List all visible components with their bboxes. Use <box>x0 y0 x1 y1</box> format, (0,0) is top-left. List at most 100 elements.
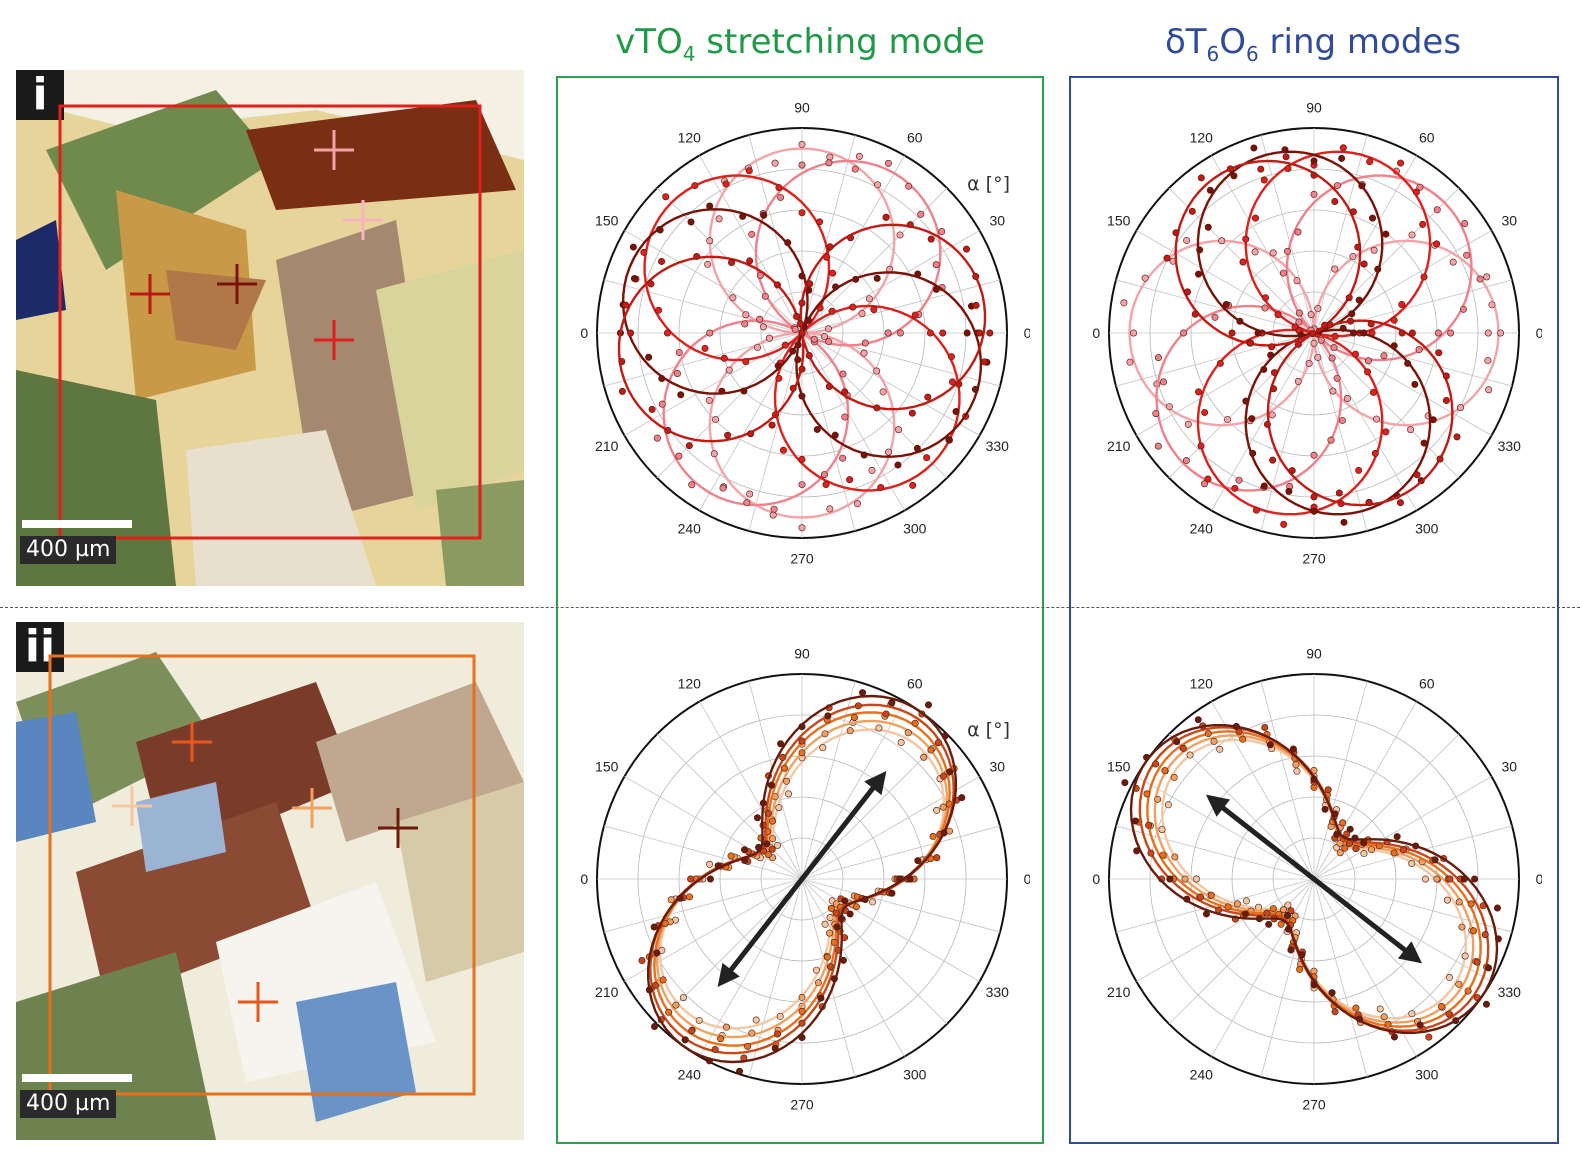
series-data-point <box>1152 760 1160 768</box>
series-data-point <box>1327 436 1335 444</box>
scale-bar <box>22 520 132 528</box>
series-data-point <box>913 444 921 452</box>
series-data-point <box>1346 839 1354 847</box>
series-data-point <box>1425 1033 1433 1041</box>
series-data-point <box>1293 767 1301 775</box>
series-data-point <box>1456 404 1464 412</box>
series-data-point <box>1247 339 1255 347</box>
series-data-point <box>825 383 833 391</box>
series-data-point <box>897 739 905 747</box>
series-data-point <box>1360 329 1368 337</box>
series-data-point <box>775 184 783 192</box>
series-data-point <box>1192 875 1200 883</box>
title-text: vTO <box>615 22 683 62</box>
angle-tick-label: 120 <box>1190 130 1214 146</box>
micrograph-i: i 400 µm <box>16 70 524 586</box>
angular-grid-spoke <box>1168 733 1315 880</box>
angle-tick-label: 150 <box>595 212 619 228</box>
series-data-point <box>1464 987 1472 995</box>
series-data-point <box>854 702 862 710</box>
series-data-point <box>1314 305 1322 313</box>
series-data-point <box>1416 1021 1424 1029</box>
series-data-point <box>846 476 854 484</box>
series-data-point <box>924 701 932 709</box>
series-data-point <box>839 956 847 964</box>
series-data-point <box>1433 206 1441 214</box>
series-data-point <box>1251 214 1259 222</box>
series-data-point <box>1314 353 1322 361</box>
series-data-point <box>769 511 777 519</box>
region-rectangle <box>48 654 476 1096</box>
series-data-point <box>1260 482 1268 490</box>
series-data-point <box>1397 159 1405 167</box>
series-data-point <box>648 405 656 413</box>
series-data-point <box>681 1036 689 1044</box>
series-data-point <box>1339 819 1347 827</box>
series-data-point <box>1183 288 1191 296</box>
series-data-point <box>775 374 783 382</box>
panel-label: ii <box>16 622 64 672</box>
series-data-point <box>861 896 869 904</box>
series-data-point <box>1497 329 1505 337</box>
series-data-point <box>963 329 971 337</box>
series-data-point <box>1196 246 1204 254</box>
series-data-point <box>879 388 887 396</box>
series-data-point <box>909 481 917 489</box>
angular-grid-spoke <box>1211 332 1315 511</box>
series-data-point <box>875 724 883 732</box>
series-data-point <box>1390 849 1398 857</box>
series-data-point <box>980 358 988 366</box>
series-data-point <box>946 768 954 776</box>
series-data-point <box>746 490 754 498</box>
angular-grid-spoke <box>1115 825 1315 880</box>
series-data-point <box>695 1016 703 1024</box>
series-data-point <box>655 306 663 314</box>
series-data-point <box>1296 965 1304 973</box>
series-data-point <box>1239 258 1247 266</box>
series-data-point <box>1458 923 1466 931</box>
series-data-point <box>963 245 971 253</box>
series-data-point <box>1373 415 1381 423</box>
series-data-point <box>705 1057 713 1065</box>
series-data-point <box>759 323 767 331</box>
region-rectangle <box>58 104 482 540</box>
angle-tick-label: 300 <box>1415 520 1439 536</box>
series-data-point <box>1294 377 1302 385</box>
angle-tick-label: 120 <box>678 676 702 692</box>
angular-grid-spoke <box>801 878 980 982</box>
series-data-point <box>723 1023 731 1031</box>
series-data-point <box>717 1035 725 1043</box>
series-data-point <box>911 311 919 319</box>
series-data-point <box>955 380 963 388</box>
series-data-point <box>926 329 934 337</box>
series-data-point <box>720 354 728 362</box>
series-data-point <box>1181 875 1189 883</box>
series-data-point <box>739 212 747 220</box>
measurement-cross-marker <box>378 808 418 848</box>
series-data-point <box>789 347 797 355</box>
series-data-point <box>1396 499 1404 507</box>
angular-grid-spoke <box>1313 155 1417 334</box>
angle-tick-label: 300 <box>1415 1066 1439 1082</box>
series-data-point <box>1294 228 1302 236</box>
angular-grid-spoke <box>748 680 803 880</box>
angle-tick-label: 300 <box>903 520 927 536</box>
series-data-point <box>794 341 802 349</box>
series-data-point <box>945 436 953 444</box>
series-data-point <box>1435 349 1443 357</box>
series-data-point <box>1307 311 1315 319</box>
angle-tick-label: 270 <box>1302 551 1326 567</box>
series-data-point <box>706 875 714 883</box>
series-data-point <box>1147 849 1155 857</box>
series-data-point <box>706 202 714 210</box>
series-data-point <box>1452 1017 1460 1025</box>
series-data-point <box>1204 223 1212 231</box>
series-data-point <box>831 431 839 439</box>
series-data-point <box>1345 294 1353 302</box>
measurement-cross-marker <box>343 200 383 240</box>
series-data-point <box>805 351 813 359</box>
series-data-point <box>736 1067 744 1075</box>
series-data-point <box>706 860 714 868</box>
angle-tick-label: 210 <box>1107 438 1131 454</box>
series-data-point <box>1330 344 1338 352</box>
